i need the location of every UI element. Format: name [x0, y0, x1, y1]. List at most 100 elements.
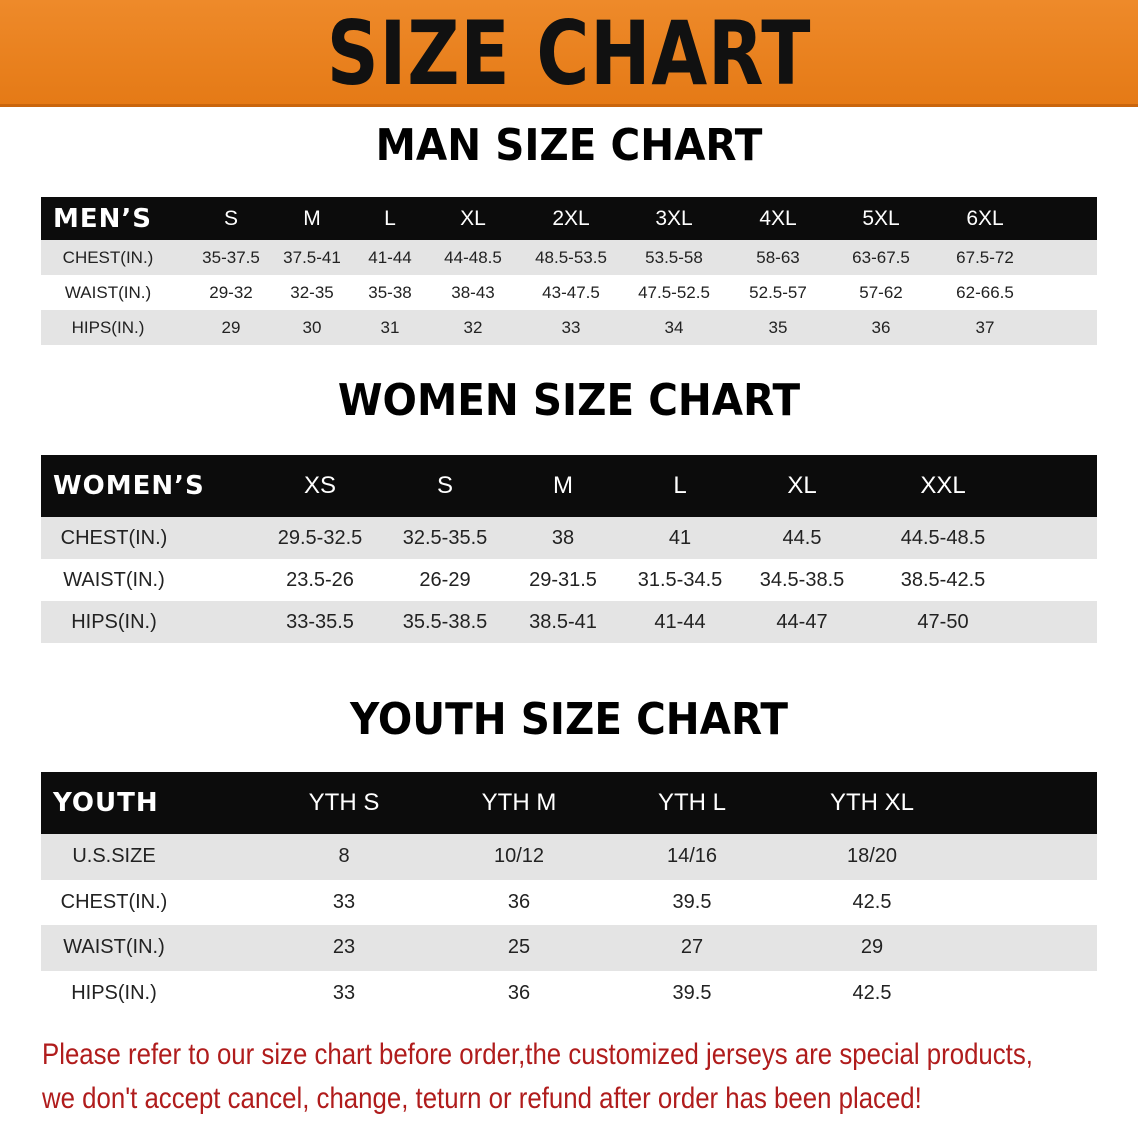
notice-line-2: we don't accept cancel, change, teturn o…: [42, 1082, 922, 1115]
table-cell: 29-32: [209, 282, 253, 302]
row-label: CHEST(IN.): [60, 890, 168, 913]
table-cell: 42.5: [852, 890, 892, 913]
table-cell: 31: [380, 317, 400, 337]
table-row: WAIST(IN.) 29-32 32-35 35-38 38-43 43-47.5 47.…: [41, 275, 1097, 310]
header-label: WOMEN’S: [53, 471, 205, 501]
youth-table-header: YOUTH YTH S YTH M YTH L YTH XL: [41, 772, 1097, 834]
table-cell: 14/16: [666, 845, 718, 868]
notice-line-1: Please refer to our size chart before or…: [42, 1038, 1033, 1071]
table-cell: 36: [507, 890, 531, 913]
table-cell: 39.5: [672, 981, 712, 1004]
table-cell: 32: [463, 317, 483, 337]
row-label: CHEST(IN.): [60, 526, 168, 549]
size-header-xs: XS: [303, 472, 337, 499]
table-cell: 39.5: [672, 890, 712, 913]
table-cell: 34: [664, 317, 684, 337]
men-section-title: MAN SIZE CHART: [375, 120, 763, 171]
table-cell: 44.5-48.5: [900, 526, 986, 549]
row-label: U.S.SIZE: [72, 845, 156, 868]
row-label: HIPS(IN.): [71, 317, 145, 337]
table-cell: 48.5-53.5: [535, 247, 607, 267]
size-header-6xl: 6XL: [966, 206, 1004, 230]
table-cell: 58-63: [756, 247, 800, 267]
size-header-yth-s: YTH S: [308, 789, 380, 816]
table-cell: 8: [338, 845, 350, 868]
table-cell: 52.5-57: [749, 282, 807, 302]
table-cell: 44-48.5: [444, 247, 502, 267]
table-cell: 29.5-32.5: [277, 526, 363, 549]
table-cell: 62-66.5: [956, 282, 1014, 302]
size-header-5xl: 5XL: [862, 206, 900, 230]
women-table-header: WOMEN’S XS S M L XL XXL: [41, 455, 1097, 517]
table-cell: 33-35.5: [286, 610, 354, 633]
table-cell: 32-35: [290, 282, 334, 302]
table-cell: 32.5-35.5: [402, 526, 488, 549]
size-header-xxl: XXL: [920, 472, 966, 499]
size-header-4xl: 4XL: [759, 206, 797, 230]
size-header-2xl: 2XL: [552, 206, 590, 230]
table-cell: 38: [551, 526, 575, 549]
table-row: WAIST(IN.) 23 25 27 29: [41, 925, 1097, 971]
size-header-s: S: [436, 472, 454, 499]
size-header-xl: XL: [460, 206, 486, 230]
table-row: CHEST(IN.) 33 36 39.5 42.5: [41, 880, 1097, 926]
table-cell: 35: [768, 317, 788, 337]
row-label: WAIST(IN.): [63, 936, 165, 959]
size-header-l: L: [673, 472, 687, 499]
row-label: WAIST(IN.): [64, 282, 152, 302]
table-cell: 67.5-72: [956, 247, 1014, 267]
table-cell: 30: [302, 317, 322, 337]
table-cell: 38.5-41: [529, 610, 597, 633]
table-cell: 44-47: [776, 610, 828, 633]
table-cell: 31.5-34.5: [637, 568, 723, 591]
size-header-l: L: [384, 206, 396, 230]
table-cell: 29-31.5: [529, 568, 597, 591]
table-row: U.S.SIZE 8 10/12 14/16 18/20: [41, 834, 1097, 880]
table-cell: 18/20: [846, 845, 898, 868]
table-cell: 26-29: [419, 568, 471, 591]
table-cell: 63-67.5: [852, 247, 910, 267]
size-chart-banner: SIZE CHART: [0, 0, 1138, 107]
table-cell: 47.5-52.5: [638, 282, 710, 302]
table-cell: 25: [507, 936, 531, 959]
youth-size-table: YOUTH YTH S YTH M YTH L YTH XL U.S.SIZE 8 10/12…: [41, 772, 1097, 1016]
size-header-s: S: [223, 206, 239, 230]
table-cell: 29: [221, 317, 241, 337]
table-cell: 41-44: [654, 610, 706, 633]
table-cell: 35-38: [368, 282, 412, 302]
table-row: HIPS(IN.) 33 36 39.5 42.5: [41, 971, 1097, 1017]
table-cell: 33: [561, 317, 581, 337]
size-header-3xl: 3XL: [655, 206, 693, 230]
table-cell: 29: [860, 936, 884, 959]
row-label: HIPS(IN.): [71, 981, 157, 1004]
size-header-xl: XL: [787, 472, 817, 499]
men-size-table: MEN’S S M L XL 2XL 3XL 4XL 5XL 6XL CHEST(IN.) 35-37…: [41, 197, 1097, 345]
table-cell: 10/12: [493, 845, 545, 868]
table-cell: 36: [507, 981, 531, 1004]
women-section-title: WOMEN SIZE CHART: [337, 375, 801, 426]
banner-title: SIZE CHART: [326, 2, 812, 105]
table-row: HIPS(IN.) 29 30 31 32 33 34 35 36 37: [41, 310, 1097, 345]
header-label: YOUTH: [53, 788, 159, 818]
row-label: WAIST(IN.): [63, 568, 165, 591]
table-cell: 35.5-38.5: [402, 610, 488, 633]
table-cell: 38.5-42.5: [900, 568, 986, 591]
table-cell: 41-44: [368, 247, 412, 267]
header-label: MEN’S: [53, 203, 152, 234]
table-cell: 53.5-58: [645, 247, 703, 267]
size-header-yth-m: YTH M: [481, 789, 557, 816]
size-header-m: M: [553, 472, 573, 499]
table-cell: 27: [680, 936, 704, 959]
table-cell: 37: [975, 317, 995, 337]
table-cell: 36: [871, 317, 891, 337]
table-cell: 47-50: [917, 610, 969, 633]
table-cell: 23.5-26: [286, 568, 354, 591]
youth-section-title: YOUTH SIZE CHART: [350, 694, 788, 745]
table-row: HIPS(IN.) 33-35.5 35.5-38.5 38.5-41 41-44 44-…: [41, 601, 1097, 643]
table-row: WAIST(IN.) 23.5-26 26-29 29-31.5 31.5-34.5 34…: [41, 559, 1097, 601]
size-header-yth-xl: YTH XL: [829, 789, 915, 816]
table-cell: 37.5-41: [283, 247, 341, 267]
table-cell: 33: [332, 890, 356, 913]
women-size-table: WOMEN’S XS S M L XL XXL CHEST(IN.) 29.5-32.5 32.5…: [41, 455, 1097, 643]
table-cell: 38-43: [451, 282, 495, 302]
